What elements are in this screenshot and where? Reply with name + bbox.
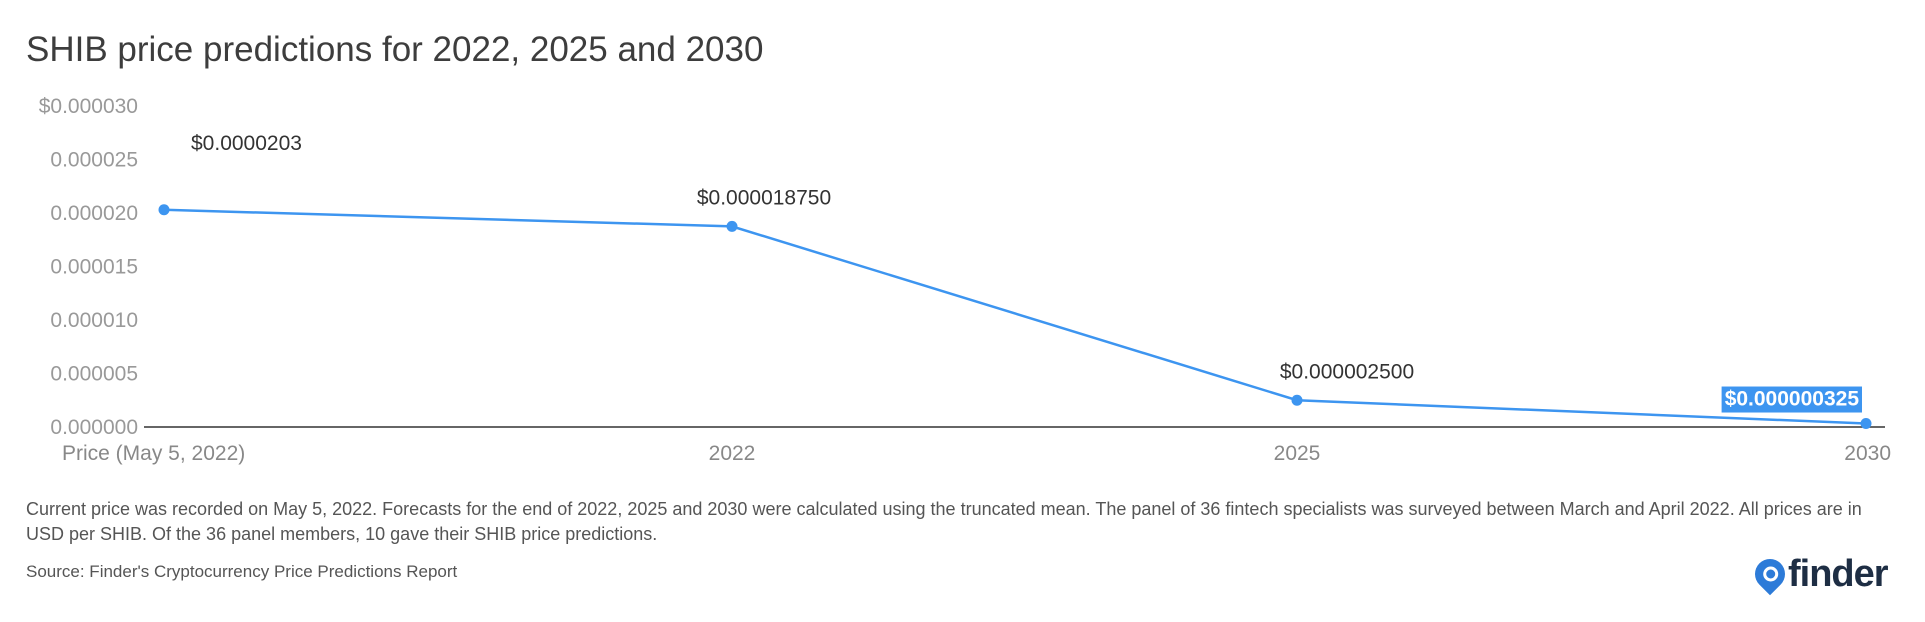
x-tick-label: 2022 bbox=[709, 442, 756, 465]
data-label: $0.000002500 bbox=[1280, 360, 1414, 383]
finder-logo-icon bbox=[1748, 552, 1792, 596]
data-label: $0.0000203 bbox=[191, 132, 302, 155]
data-point[interactable] bbox=[158, 204, 170, 216]
source-note: Source: Finder's Cryptocurrency Price Pr… bbox=[26, 562, 458, 581]
y-axis-tick-labels: $0.000030 0.000025 0.000020 0.000015 0.00001… bbox=[39, 95, 138, 439]
line-chart: $0.000030 0.000025 0.000020 0.000015 0.00001… bbox=[39, 95, 1891, 465]
data-label: $0.000000325 bbox=[1725, 388, 1860, 411]
y-tick-label: 0.000000 bbox=[50, 416, 138, 439]
data-label: $0.000018750 bbox=[697, 186, 831, 209]
series-line bbox=[163, 208, 1867, 425]
finder-logo[interactable]: finder bbox=[1748, 551, 1889, 597]
data-point[interactable] bbox=[1291, 394, 1303, 406]
x-tick-label: 2030 bbox=[1844, 442, 1891, 465]
data-label-highlight bbox=[1721, 386, 1862, 413]
y-tick-label: 0.000005 bbox=[50, 363, 138, 386]
data-labels: $0.0000203 $0.000018750 $0.000002500 $0.000… bbox=[191, 132, 1862, 413]
chart-title: SHIB price predictions for 2022, 2025 an… bbox=[26, 30, 764, 69]
data-point[interactable] bbox=[1860, 418, 1872, 430]
data-points bbox=[158, 204, 1872, 430]
y-tick-label: $0.000030 bbox=[39, 95, 138, 118]
x-axis-tick-labels: Price (May 5, 2022) 2022 2025 2030 bbox=[62, 442, 1891, 465]
x-tick-label: Price (May 5, 2022) bbox=[62, 442, 245, 465]
y-tick-label: 0.000015 bbox=[50, 256, 138, 279]
y-tick-label: 0.000020 bbox=[50, 202, 138, 225]
chart-footnote: Current price was recorded on May 5, 202… bbox=[26, 499, 1862, 544]
x-tick-label: 2025 bbox=[1274, 442, 1321, 465]
y-tick-label: 0.000025 bbox=[50, 149, 138, 172]
finder-logo-text: finder bbox=[1788, 552, 1889, 595]
y-tick-label: 0.000010 bbox=[50, 309, 138, 332]
data-point[interactable] bbox=[726, 220, 738, 232]
